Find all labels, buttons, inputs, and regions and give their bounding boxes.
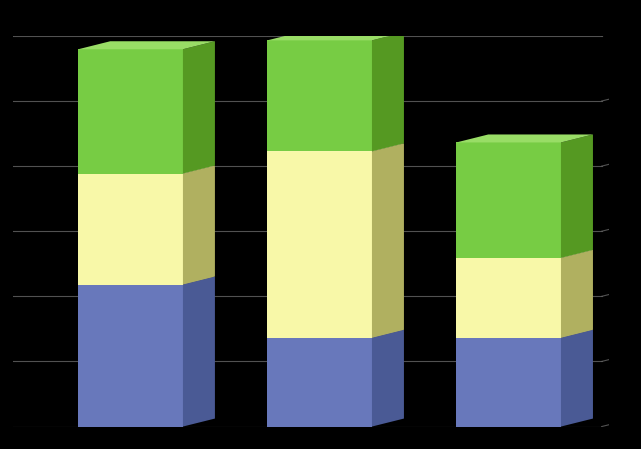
Polygon shape (78, 173, 183, 285)
Polygon shape (78, 277, 215, 285)
Polygon shape (456, 142, 561, 258)
Polygon shape (267, 40, 372, 151)
Polygon shape (561, 250, 593, 338)
Polygon shape (561, 134, 593, 258)
Polygon shape (372, 330, 404, 427)
Polygon shape (267, 32, 404, 40)
Polygon shape (456, 258, 561, 338)
Polygon shape (561, 330, 593, 427)
Polygon shape (372, 32, 404, 151)
Polygon shape (78, 41, 215, 49)
Polygon shape (267, 338, 372, 427)
Polygon shape (456, 134, 593, 142)
Polygon shape (456, 250, 593, 258)
Polygon shape (267, 330, 404, 338)
Polygon shape (456, 330, 593, 338)
Polygon shape (267, 143, 404, 151)
Polygon shape (372, 143, 404, 338)
Polygon shape (78, 166, 215, 173)
Polygon shape (456, 338, 561, 427)
Polygon shape (183, 41, 215, 173)
Polygon shape (183, 277, 215, 427)
Polygon shape (183, 166, 215, 285)
Polygon shape (78, 285, 183, 427)
Polygon shape (267, 151, 372, 338)
Polygon shape (78, 49, 183, 173)
